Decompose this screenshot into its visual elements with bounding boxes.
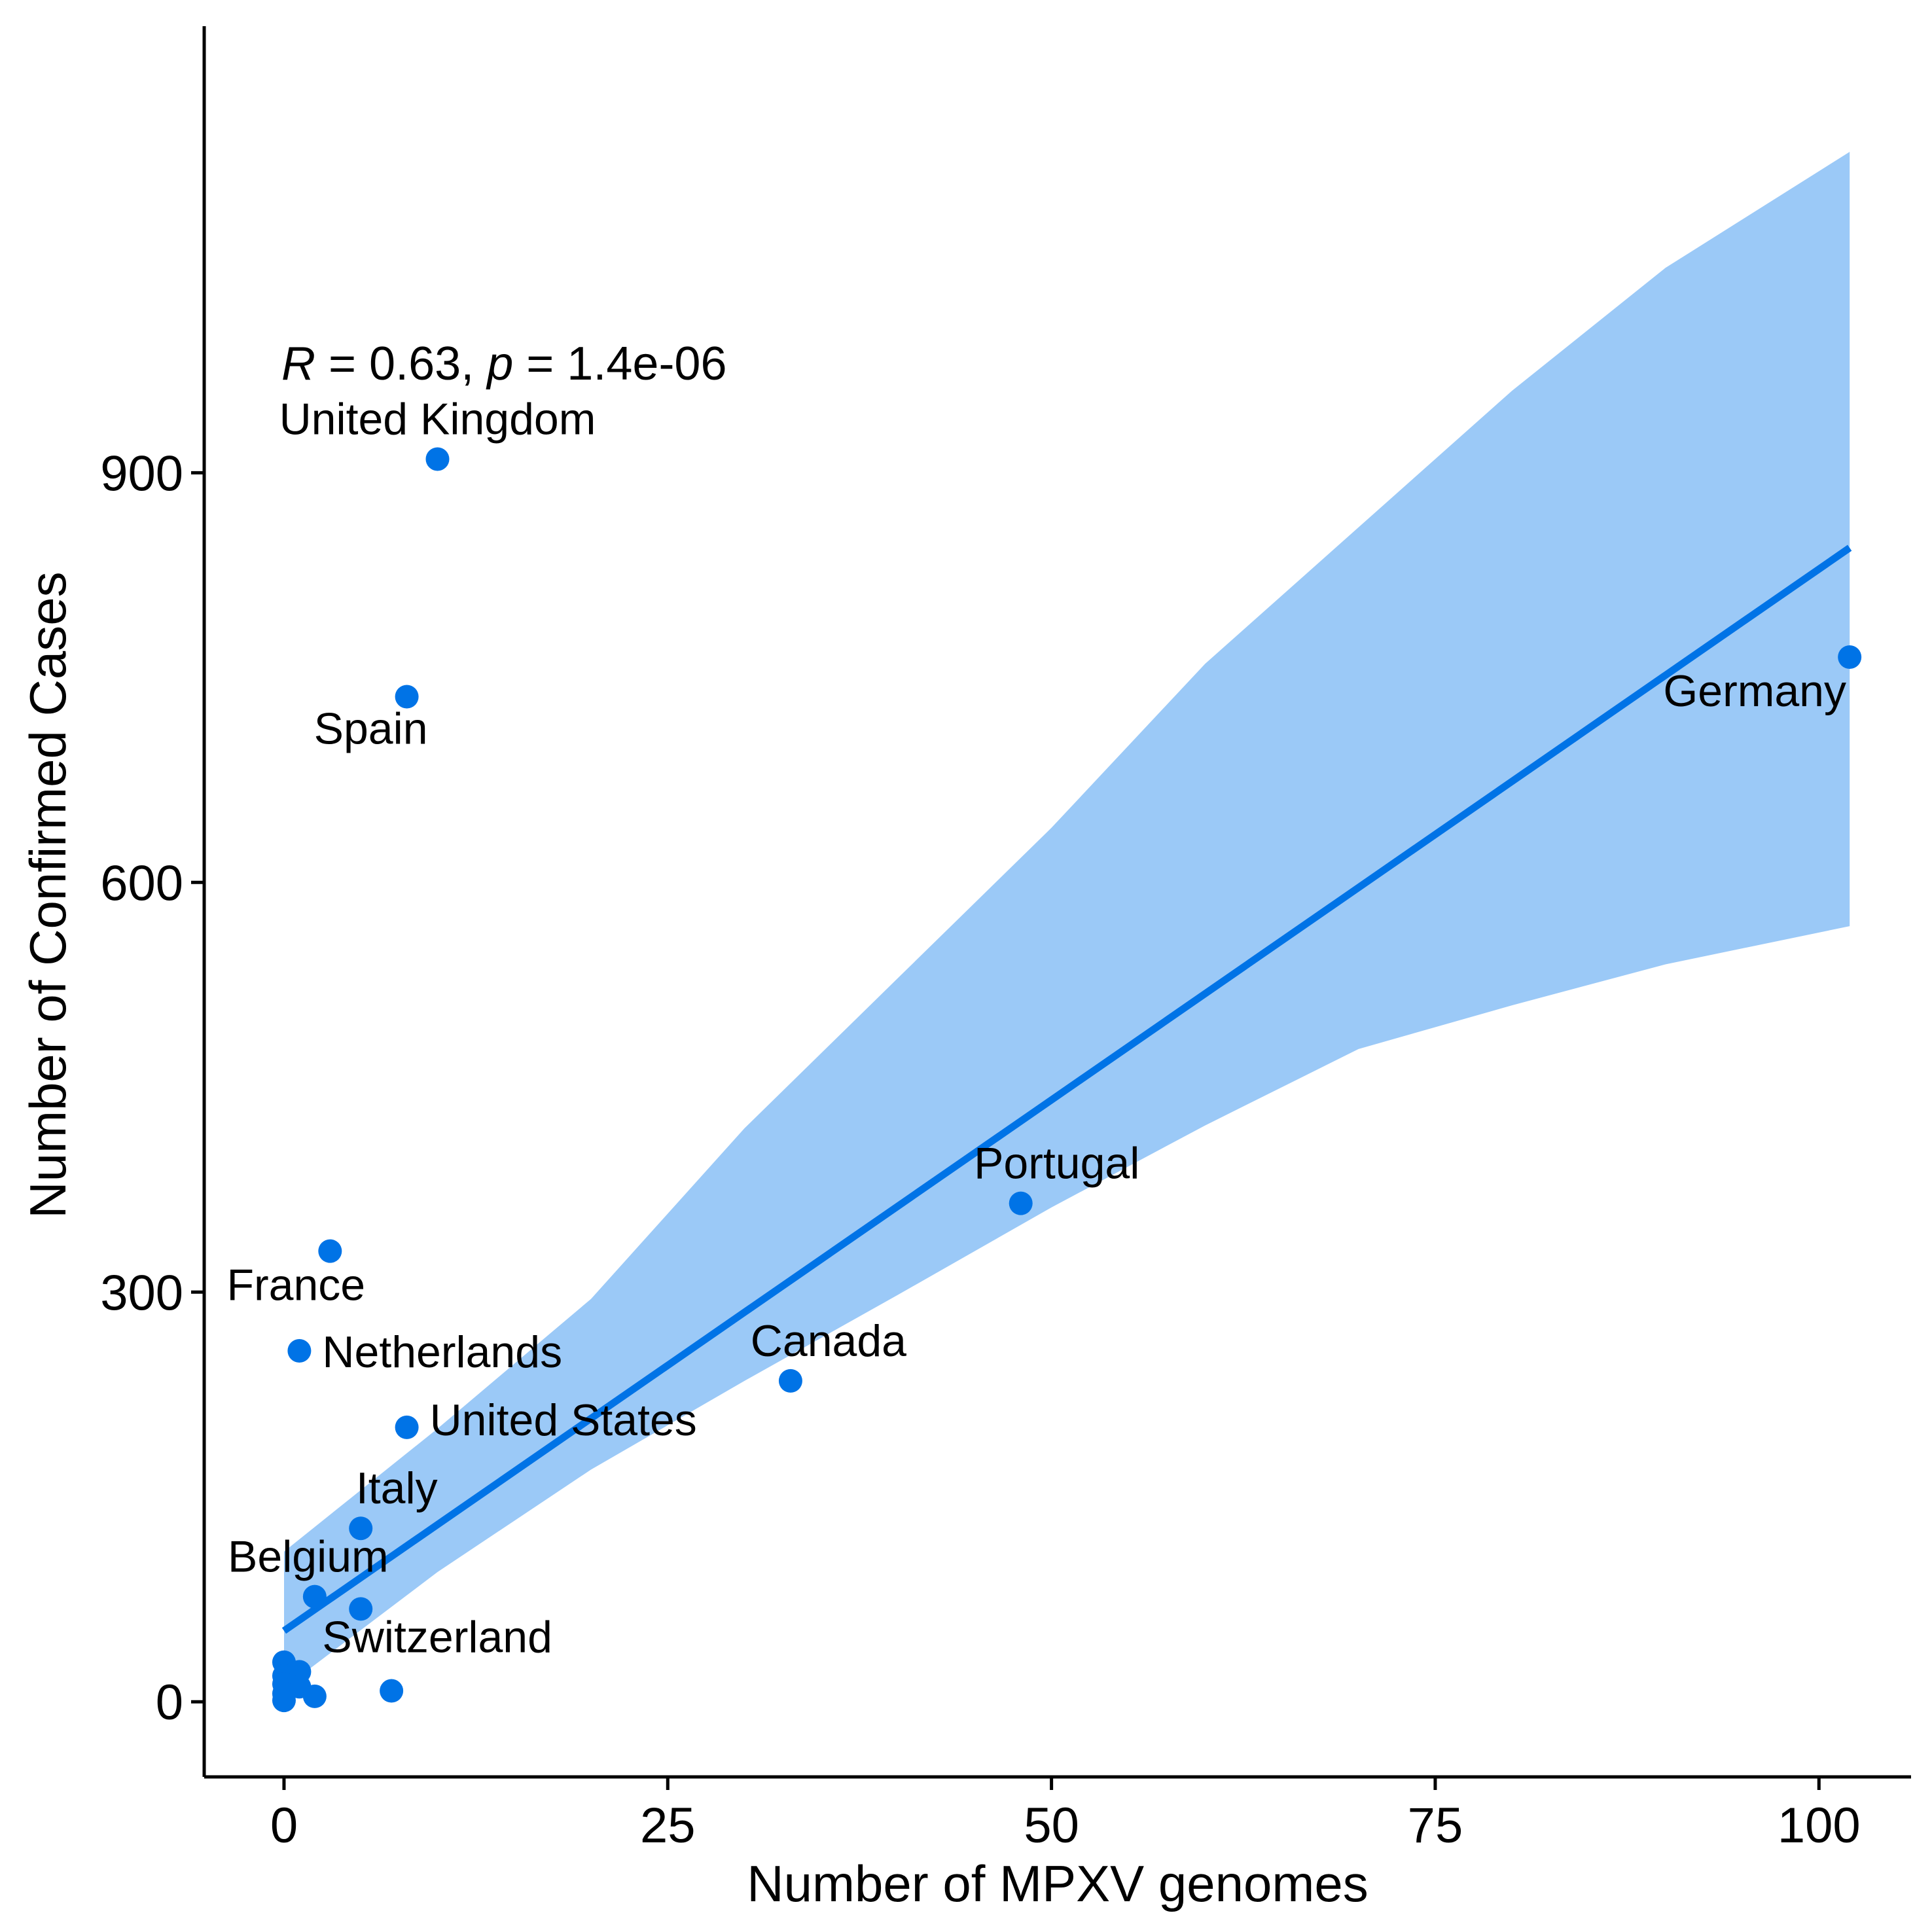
data-point-10 xyxy=(349,1597,373,1621)
data-points xyxy=(272,447,1862,1713)
data-point-1 xyxy=(395,685,419,709)
point-label: Netherlands xyxy=(322,1327,562,1377)
y-tick-label: 900 xyxy=(100,446,183,501)
x-axis-title: Number of MPXV genomes xyxy=(747,1855,1368,1912)
point-label: United Kingdom xyxy=(279,394,596,444)
point-labels: United Kingdom Spain Germany Portugal France… xyxy=(226,394,1846,1662)
point-label: Belgium xyxy=(228,1532,389,1582)
x-tick-label: 50 xyxy=(1024,1798,1079,1853)
x-tick-label: 75 xyxy=(1408,1798,1463,1853)
data-point-4 xyxy=(318,1239,342,1263)
point-label: Italy xyxy=(356,1463,438,1513)
y-axis-ticks: 0 300 600 900 xyxy=(100,446,204,1730)
point-label: Switzerland xyxy=(322,1612,552,1662)
correlation-annotation: R = 0.63, p = 1.4e-06 xyxy=(281,338,727,390)
data-point-9 xyxy=(302,1584,327,1609)
x-tick-label: 100 xyxy=(1778,1798,1861,1853)
data-point-5 xyxy=(287,1338,312,1363)
y-tick-label: 300 xyxy=(100,1265,183,1321)
data-point-2 xyxy=(1838,645,1862,670)
confidence-band xyxy=(284,152,1850,1689)
point-label: Germany xyxy=(1663,666,1846,716)
data-point-17 xyxy=(302,1684,327,1708)
x-tick-label: 0 xyxy=(270,1798,298,1853)
y-tick-label: 0 xyxy=(156,1675,183,1730)
x-axis-ticks: 0 25 50 75 100 xyxy=(270,1777,1861,1853)
data-point-3 xyxy=(1009,1191,1033,1215)
data-point-6 xyxy=(778,1368,802,1393)
point-label: United States xyxy=(430,1395,697,1445)
data-point-0 xyxy=(425,447,450,471)
data-point-7 xyxy=(395,1415,419,1439)
point-label: Canada xyxy=(751,1316,906,1366)
point-label: France xyxy=(226,1261,365,1310)
data-point-8 xyxy=(349,1516,373,1541)
regression-line xyxy=(281,545,1852,1634)
x-tick-label: 25 xyxy=(640,1798,696,1853)
data-point-18 xyxy=(380,1679,404,1703)
data-point-19 xyxy=(272,1689,296,1713)
point-label: Portugal xyxy=(974,1139,1139,1189)
y-axis-title: Number of Confirmed Cases xyxy=(19,571,77,1218)
point-label: Spain xyxy=(314,704,428,754)
y-tick-label: 600 xyxy=(100,855,183,911)
